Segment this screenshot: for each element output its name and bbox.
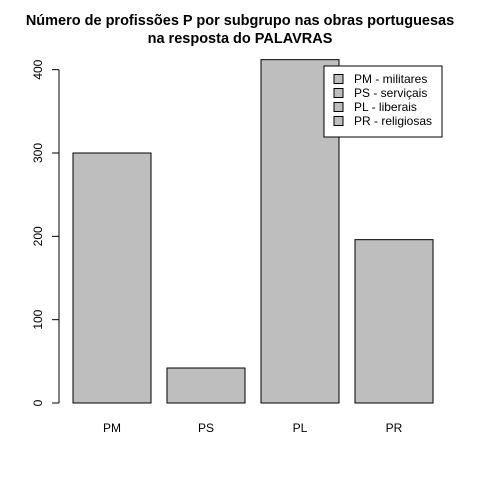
y-tick-label: 300 (31, 143, 45, 163)
x-tick-labels: PM PS PL PR (103, 421, 403, 435)
legend-swatch (333, 116, 344, 126)
x-tick-label: PR (386, 421, 403, 435)
chart-title: Número de profissões P por subgrupo nas … (26, 13, 454, 29)
legend-label: PR - religiosas (354, 114, 432, 128)
y-tick-label: 100 (31, 309, 45, 329)
y-axis: 0 100 200 300 400 (31, 59, 60, 406)
y-tick-label: 0 (31, 399, 45, 406)
bar-pm (72, 152, 152, 404)
y-tick-label: 400 (31, 59, 45, 79)
legend-label: PL - liberais (354, 100, 417, 114)
x-tick-label: PL (293, 421, 308, 435)
x-tick-label: PM (103, 421, 121, 435)
y-tick-label: 200 (31, 226, 45, 246)
legend-label: PS - serviçais (354, 86, 427, 100)
chart-subtitle: na resposta do PALAVRAS (148, 31, 333, 47)
bar-ps (166, 367, 246, 404)
legend-swatch (333, 74, 344, 84)
legend-label: PM - militares (354, 72, 427, 86)
legend-frame (323, 65, 443, 138)
bars (72, 59, 434, 404)
legend-swatch (333, 102, 344, 112)
x-tick-label: PS (198, 421, 214, 435)
legend-swatch (333, 88, 344, 98)
bar-pr (354, 239, 434, 404)
